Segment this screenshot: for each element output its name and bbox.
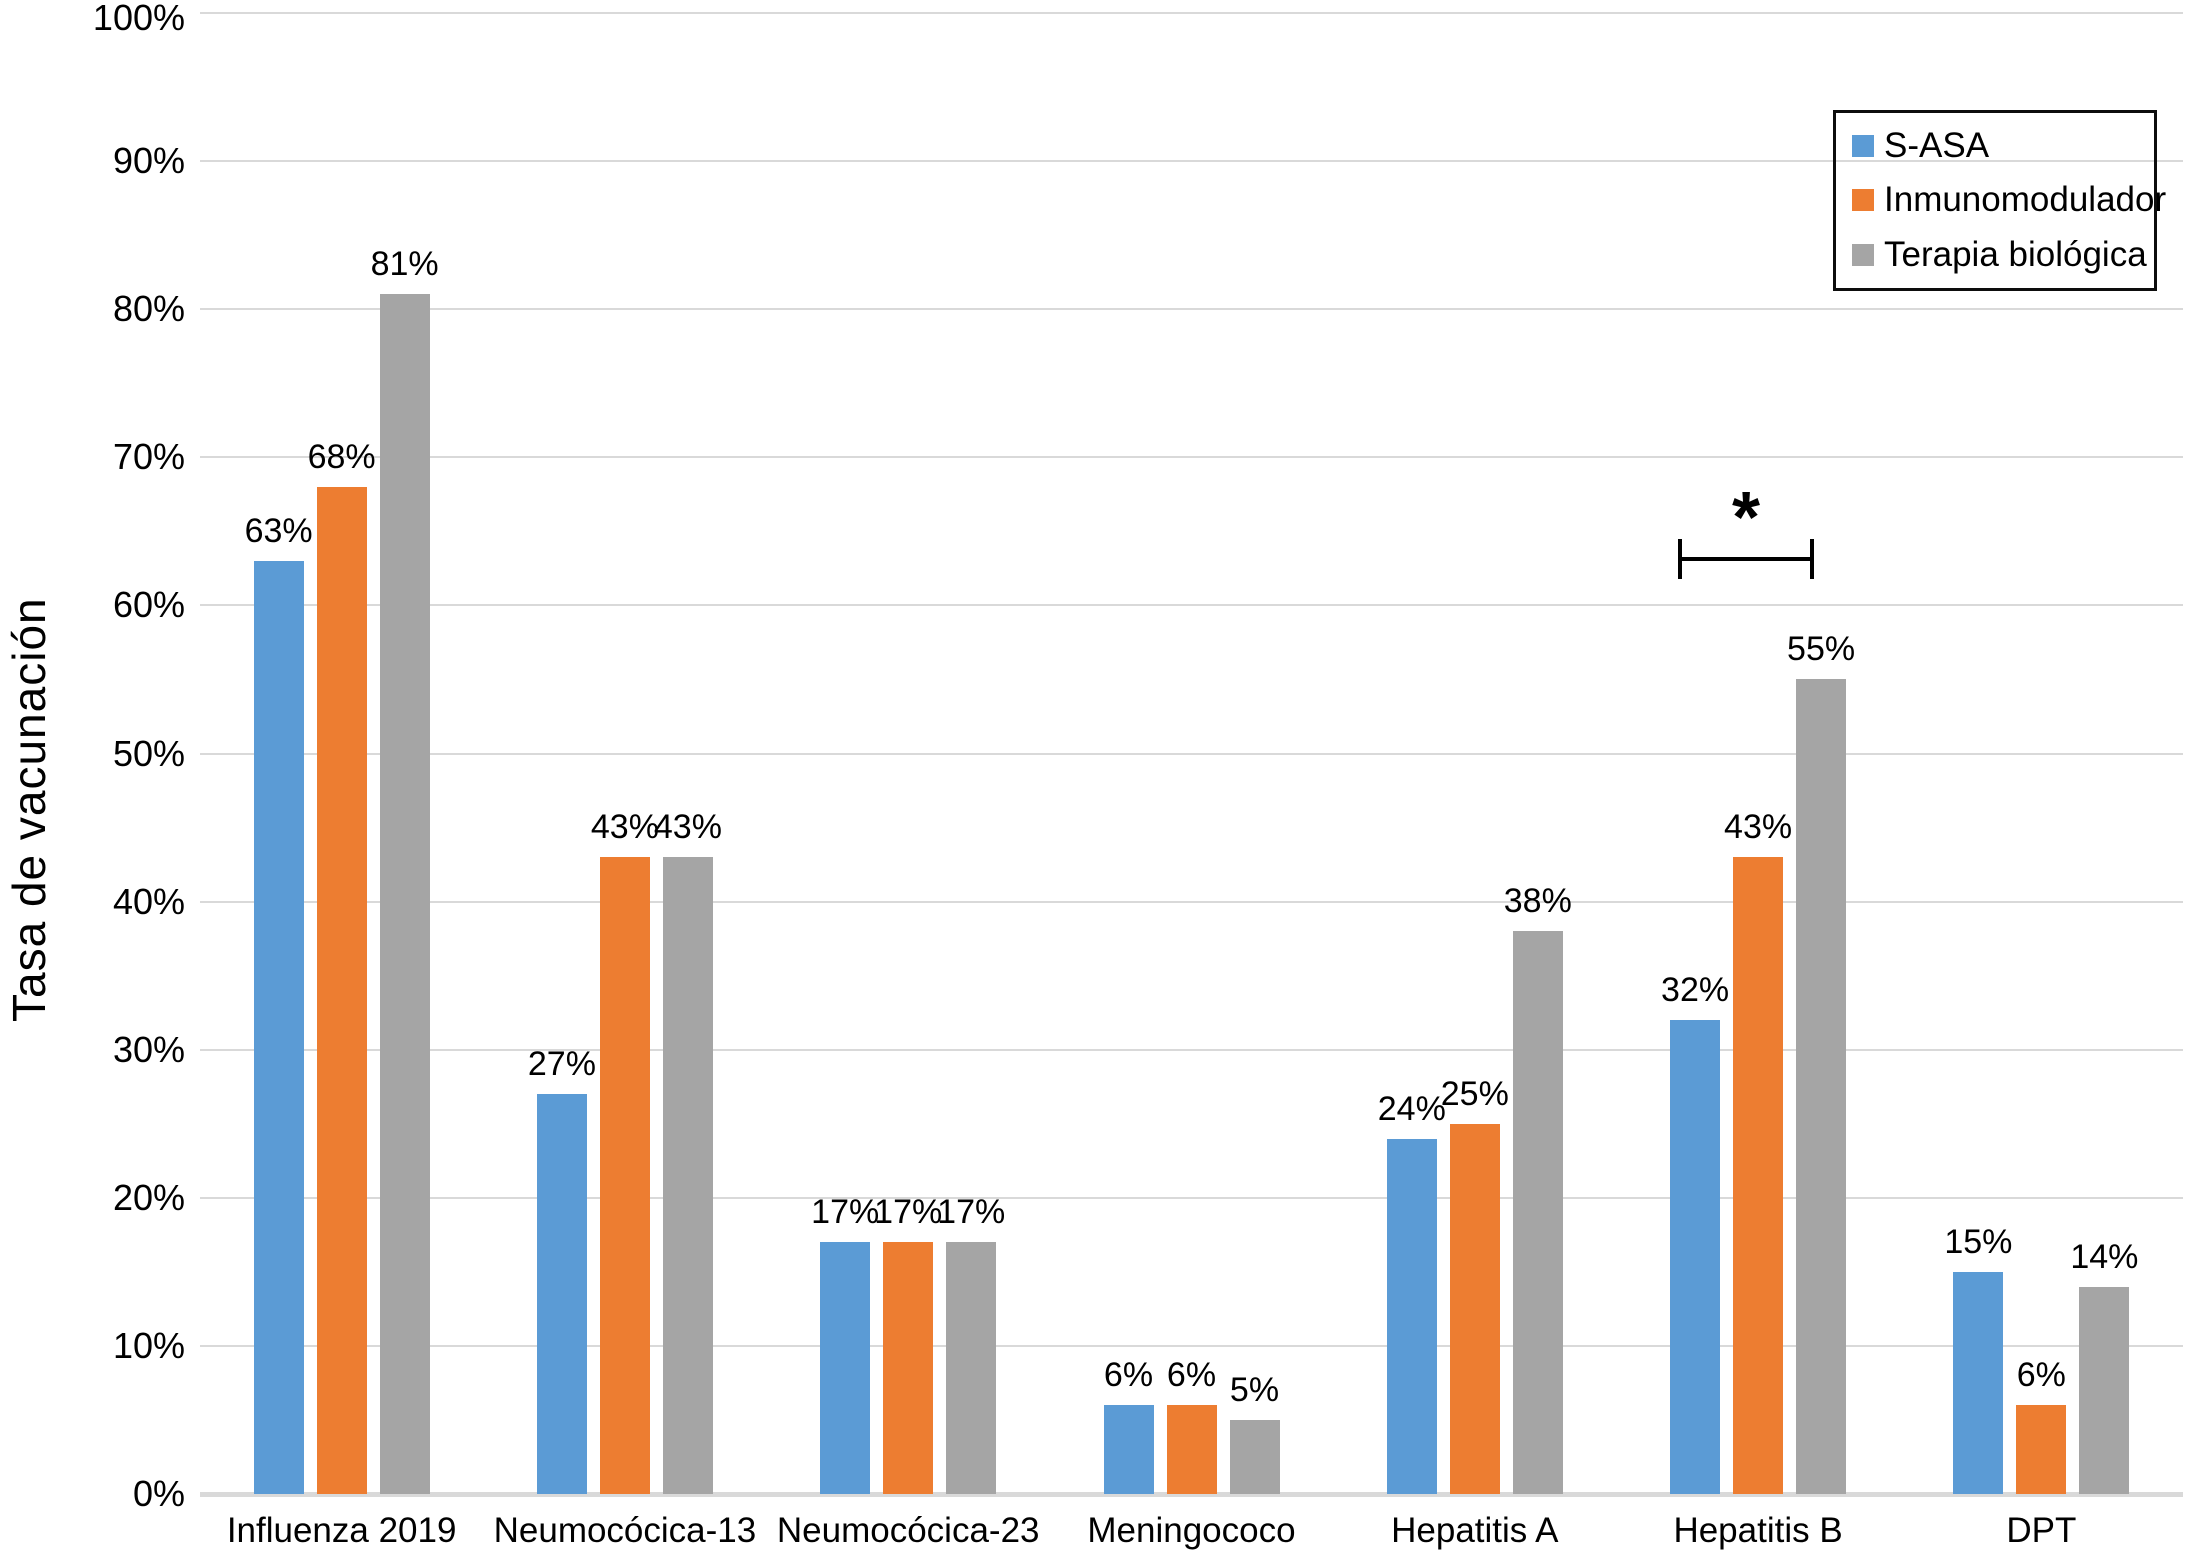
y-tick-label: 100% (92, 0, 185, 38)
bar-value-label: 38% (1503, 882, 1572, 921)
legend-label: Terapia biológica (1884, 234, 2147, 274)
bar-value-label: 32% (1661, 971, 1730, 1010)
gridline-70% (200, 456, 2183, 459)
bar-Inmunomodulador-Hepatitis A (1449, 1123, 1500, 1494)
legend-item-S-ASA: S-ASA (1852, 127, 2154, 165)
x-axis-label-Hepatitis B: Hepatitis B (1673, 1511, 1843, 1550)
legend-swatch (1852, 189, 1874, 212)
bar-Inmunomodulador-Neumocócica-23 (883, 1242, 934, 1494)
gridline-60% (200, 604, 2183, 607)
bar-Inmunomodulador-Neumocócica-13 (599, 857, 650, 1494)
gridline-40% (200, 900, 2183, 903)
bracket-left-tick (1678, 539, 1682, 579)
gridline-10% (200, 1344, 2183, 1347)
bar-Terapia biológica-Neumocócica-23 (946, 1242, 997, 1494)
x-axis-label-Neumocócica-13: Neumocócica-13 (493, 1511, 757, 1550)
bar-S-ASA-Hepatitis B (1670, 1020, 1721, 1494)
y-tick-label: 80% (112, 288, 185, 330)
legend-label: S-ASA (1884, 126, 1990, 166)
bar-S-ASA-Hepatitis A (1386, 1138, 1437, 1494)
bar-value-label: 68% (307, 437, 376, 476)
bar-value-label: 5% (1229, 1370, 1280, 1409)
bar-S-ASA-Neumocócica-13 (536, 1094, 587, 1494)
bar-value-label: 17% (874, 1193, 943, 1232)
legend-item-Terapia biológica: Terapia biológica (1852, 234, 2154, 274)
bar-S-ASA-Influenza 2019 (253, 560, 304, 1494)
bar-Inmunomodulador-Meningococo (1166, 1405, 1217, 1494)
y-tick-label: 30% (112, 1028, 185, 1070)
bar-value-label: 17% (937, 1193, 1006, 1232)
legend-item-Inmunomodulador: Inmunomodulador (1852, 181, 2166, 219)
bar-value-label: 6% (2016, 1356, 2066, 1395)
bar-Terapia biológica-Hepatitis A (1512, 931, 1563, 1494)
bar-value-label: 63% (244, 511, 313, 550)
bar-value-label: 43% (1724, 808, 1793, 847)
bar-Terapia biológica-Meningococo (1229, 1419, 1280, 1494)
bar-value-label: 17% (811, 1193, 880, 1232)
bar-value-label: 6% (1103, 1356, 1154, 1395)
bar-value-label: 6% (1166, 1356, 1217, 1395)
gridline-0% (200, 1492, 2183, 1497)
y-tick-label: 70% (112, 436, 185, 478)
legend-swatch (1852, 135, 1874, 158)
gridline-80% (200, 308, 2183, 311)
y-tick-label: 40% (112, 880, 185, 922)
x-axis-label-Meningococo: Meningococo (1087, 1511, 1296, 1550)
gridline-30% (200, 1048, 2183, 1051)
bar-value-label: 24% (1377, 1089, 1446, 1128)
y-tick-label: 90% (112, 140, 185, 182)
bar-S-ASA-Neumocócica-23 (820, 1242, 871, 1494)
bar-Inmunomodulador-Hepatitis B (1733, 857, 1784, 1494)
bar-Terapia biológica-Hepatitis B (1796, 679, 1847, 1494)
bar-value-label: 15% (1944, 1222, 2013, 1261)
x-axis-label-Hepatitis A: Hepatitis A (1391, 1511, 1559, 1550)
bar-Inmunomodulador-DPT (2016, 1405, 2067, 1494)
bar-value-label: 55% (1787, 630, 1856, 669)
legend: S-ASA Inmunomodulador Terapia biológica (1833, 110, 2166, 291)
gridline-50% (200, 752, 2183, 755)
x-axis-label-Influenza 2019: Influenza 2019 (226, 1511, 457, 1550)
bar-S-ASA-Meningococo (1103, 1405, 1154, 1494)
x-axis-label-Neumocócica-23: Neumocócica-23 (776, 1511, 1040, 1550)
gridline-90% (200, 160, 2183, 163)
bar-value-label: 14% (2070, 1237, 2139, 1276)
y-tick-label: 20% (112, 1176, 185, 1218)
y-tick-label: 60% (112, 584, 185, 626)
y-tick-label: 50% (112, 732, 185, 774)
bar-value-label: 25% (1440, 1074, 1509, 1113)
legend-label: Inmunomodulador (1884, 180, 2167, 220)
bar-value-label: 27% (527, 1045, 596, 1084)
bracket-right-tick (1810, 539, 1814, 579)
bar-value-label: 81% (370, 245, 439, 284)
significance-asterisk: * (1731, 478, 1761, 558)
y-tick-label: 0% (132, 1473, 185, 1514)
legend-swatch (1852, 243, 1874, 266)
bar-Terapia biológica-Neumocócica-13 (662, 857, 713, 1494)
bracket-line (1678, 557, 1814, 561)
gridline-100% (200, 12, 2183, 14)
bar-Inmunomodulador-Influenza 2019 (316, 486, 367, 1494)
y-tick-label: 10% (112, 1324, 185, 1366)
bar-Terapia biológica-Influenza 2019 (379, 294, 430, 1494)
bar-value-label: 43% (590, 808, 659, 847)
bar-value-label: 43% (653, 808, 722, 847)
gridline-20% (200, 1196, 2183, 1199)
bar-Terapia biológica-DPT (2079, 1286, 2130, 1494)
x-axis-label-DPT: DPT (2006, 1511, 2077, 1550)
bar-S-ASA-DPT (1953, 1271, 2004, 1494)
